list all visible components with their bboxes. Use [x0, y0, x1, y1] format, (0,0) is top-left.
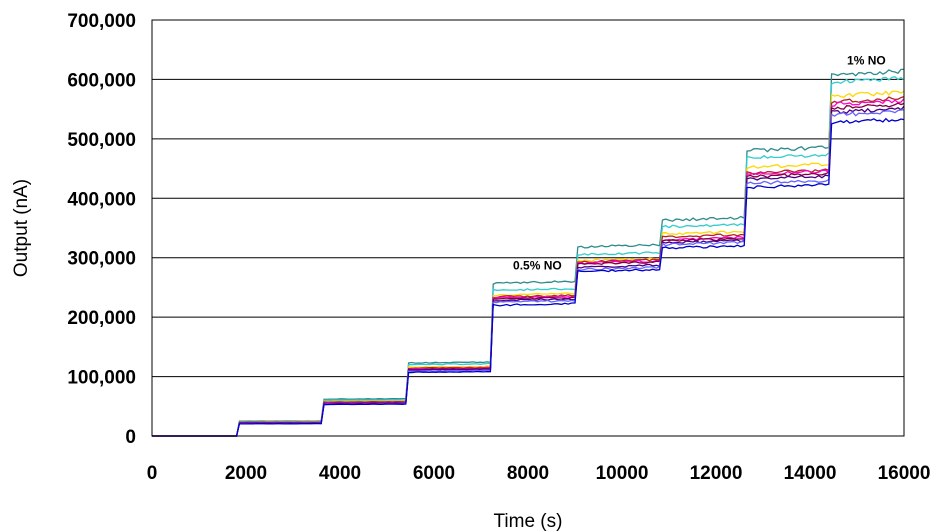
y-tick-label: 700,000	[67, 11, 136, 32]
plot-frame	[151, 19, 905, 437]
x-axis-title: Time (s)	[494, 511, 563, 532]
x-tick-label: 6000	[413, 463, 455, 484]
x-tick-labels: 0 2000 4000 6000 8000 10000 12000 14000 16000	[147, 463, 931, 484]
x-tick-label: 4000	[319, 463, 361, 484]
series-line	[152, 109, 905, 437]
y-tick-label: 100,000	[67, 368, 136, 389]
y-tick-label: 0	[125, 427, 136, 448]
series-line	[152, 117, 905, 437]
annotations: 0.5% NO 1% NO	[513, 54, 886, 273]
y-tick-label: 400,000	[67, 189, 136, 210]
gridlines	[152, 19, 904, 437]
x-tick-label: 8000	[507, 463, 549, 484]
axes	[151, 19, 905, 437]
x-tick-label: 14000	[784, 463, 837, 484]
series-line	[152, 76, 905, 437]
series-lines	[152, 68, 905, 437]
y-tick-labels: 0 100,000 200,000 300,000 400,000 500,000 600,…	[67, 11, 136, 448]
x-tick-label: 16000	[878, 463, 931, 484]
series-line	[152, 68, 904, 437]
x-tick-label: 0	[147, 463, 158, 484]
y-tick-label: 300,000	[67, 249, 136, 270]
annotation-label: 0.5% NO	[513, 259, 562, 273]
y-axis-title: Output (nA)	[11, 179, 32, 277]
y-tick-label: 600,000	[67, 70, 136, 91]
y-tick-label: 200,000	[67, 308, 136, 329]
x-tick-label: 10000	[596, 463, 649, 484]
y-tick-label: 500,000	[67, 130, 136, 151]
x-tick-label: 2000	[225, 463, 267, 484]
x-tick-label: 12000	[690, 463, 743, 484]
annotation-label: 1% NO	[847, 54, 886, 68]
